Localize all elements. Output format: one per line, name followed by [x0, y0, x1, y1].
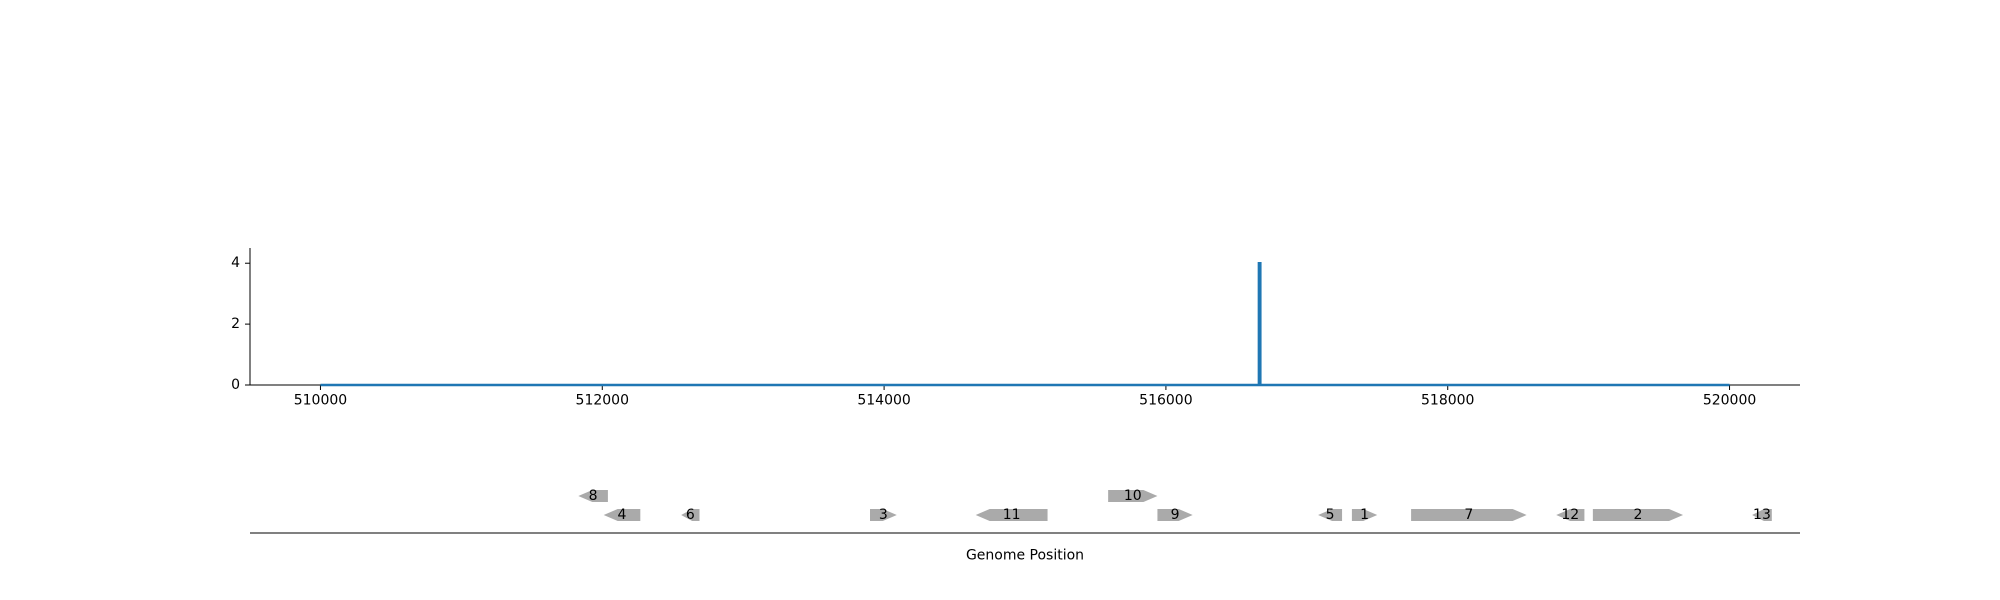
gene-label: 13	[1753, 507, 1771, 523]
y-tick-label: 0	[231, 377, 240, 393]
gene-label: 4	[618, 507, 627, 523]
gene-arrow	[1592, 509, 1684, 521]
coverage-line	[320, 261, 1730, 387]
x-tick-label: 520000	[1703, 393, 1756, 409]
gene-label: 8	[589, 488, 598, 504]
coverage-axes: 510000 512000 514000 516000 518000 520000 0 2 4	[231, 248, 1800, 409]
x-tick-label: 512000	[576, 393, 629, 409]
x-tick-label: 516000	[1139, 393, 1192, 409]
gene-arrow	[578, 490, 608, 502]
y-ticks: 0 2 4	[231, 255, 250, 393]
gene-label: 7	[1464, 507, 1473, 523]
x-tick-label: 510000	[294, 393, 347, 409]
gene-label: 12	[1561, 507, 1579, 523]
gene-arrow	[975, 509, 1048, 521]
gene-label: 5	[1326, 507, 1335, 523]
gene-arrow	[1157, 509, 1193, 521]
gene-arrow	[1752, 509, 1772, 521]
gene-arrow	[1351, 509, 1378, 521]
gene-arrow	[1108, 490, 1158, 502]
gene-label: 6	[686, 507, 695, 523]
gene-arrow	[1411, 509, 1527, 521]
genes: 8 4 6 3 11 10 9 5 1 7 12 2 13	[578, 488, 1772, 523]
gene-track: 8 4 6 3 11 10 9 5 1 7 12 2 13 Genome Position	[250, 488, 1800, 564]
y-tick-label: 2	[231, 316, 240, 332]
gene-track-xlabel: Genome Position	[966, 548, 1084, 564]
x-tick-label: 518000	[1421, 393, 1474, 409]
gene-label: 11	[1003, 507, 1021, 523]
gene-label: 1	[1360, 507, 1369, 523]
gene-arrow	[870, 509, 897, 521]
gene-label: 10	[1124, 488, 1142, 504]
gene-arrow	[1318, 509, 1343, 521]
y-tick-label: 4	[231, 255, 240, 271]
x-ticks: 510000 512000 514000 516000 518000 520000	[294, 385, 1756, 409]
gene-label: 2	[1633, 507, 1642, 523]
gene-arrow	[681, 509, 700, 521]
gene-label: 9	[1171, 507, 1180, 523]
gene-label: 3	[879, 507, 888, 523]
x-tick-label: 514000	[857, 393, 910, 409]
gene-arrow	[603, 509, 641, 521]
gene-arrow	[1556, 509, 1585, 521]
